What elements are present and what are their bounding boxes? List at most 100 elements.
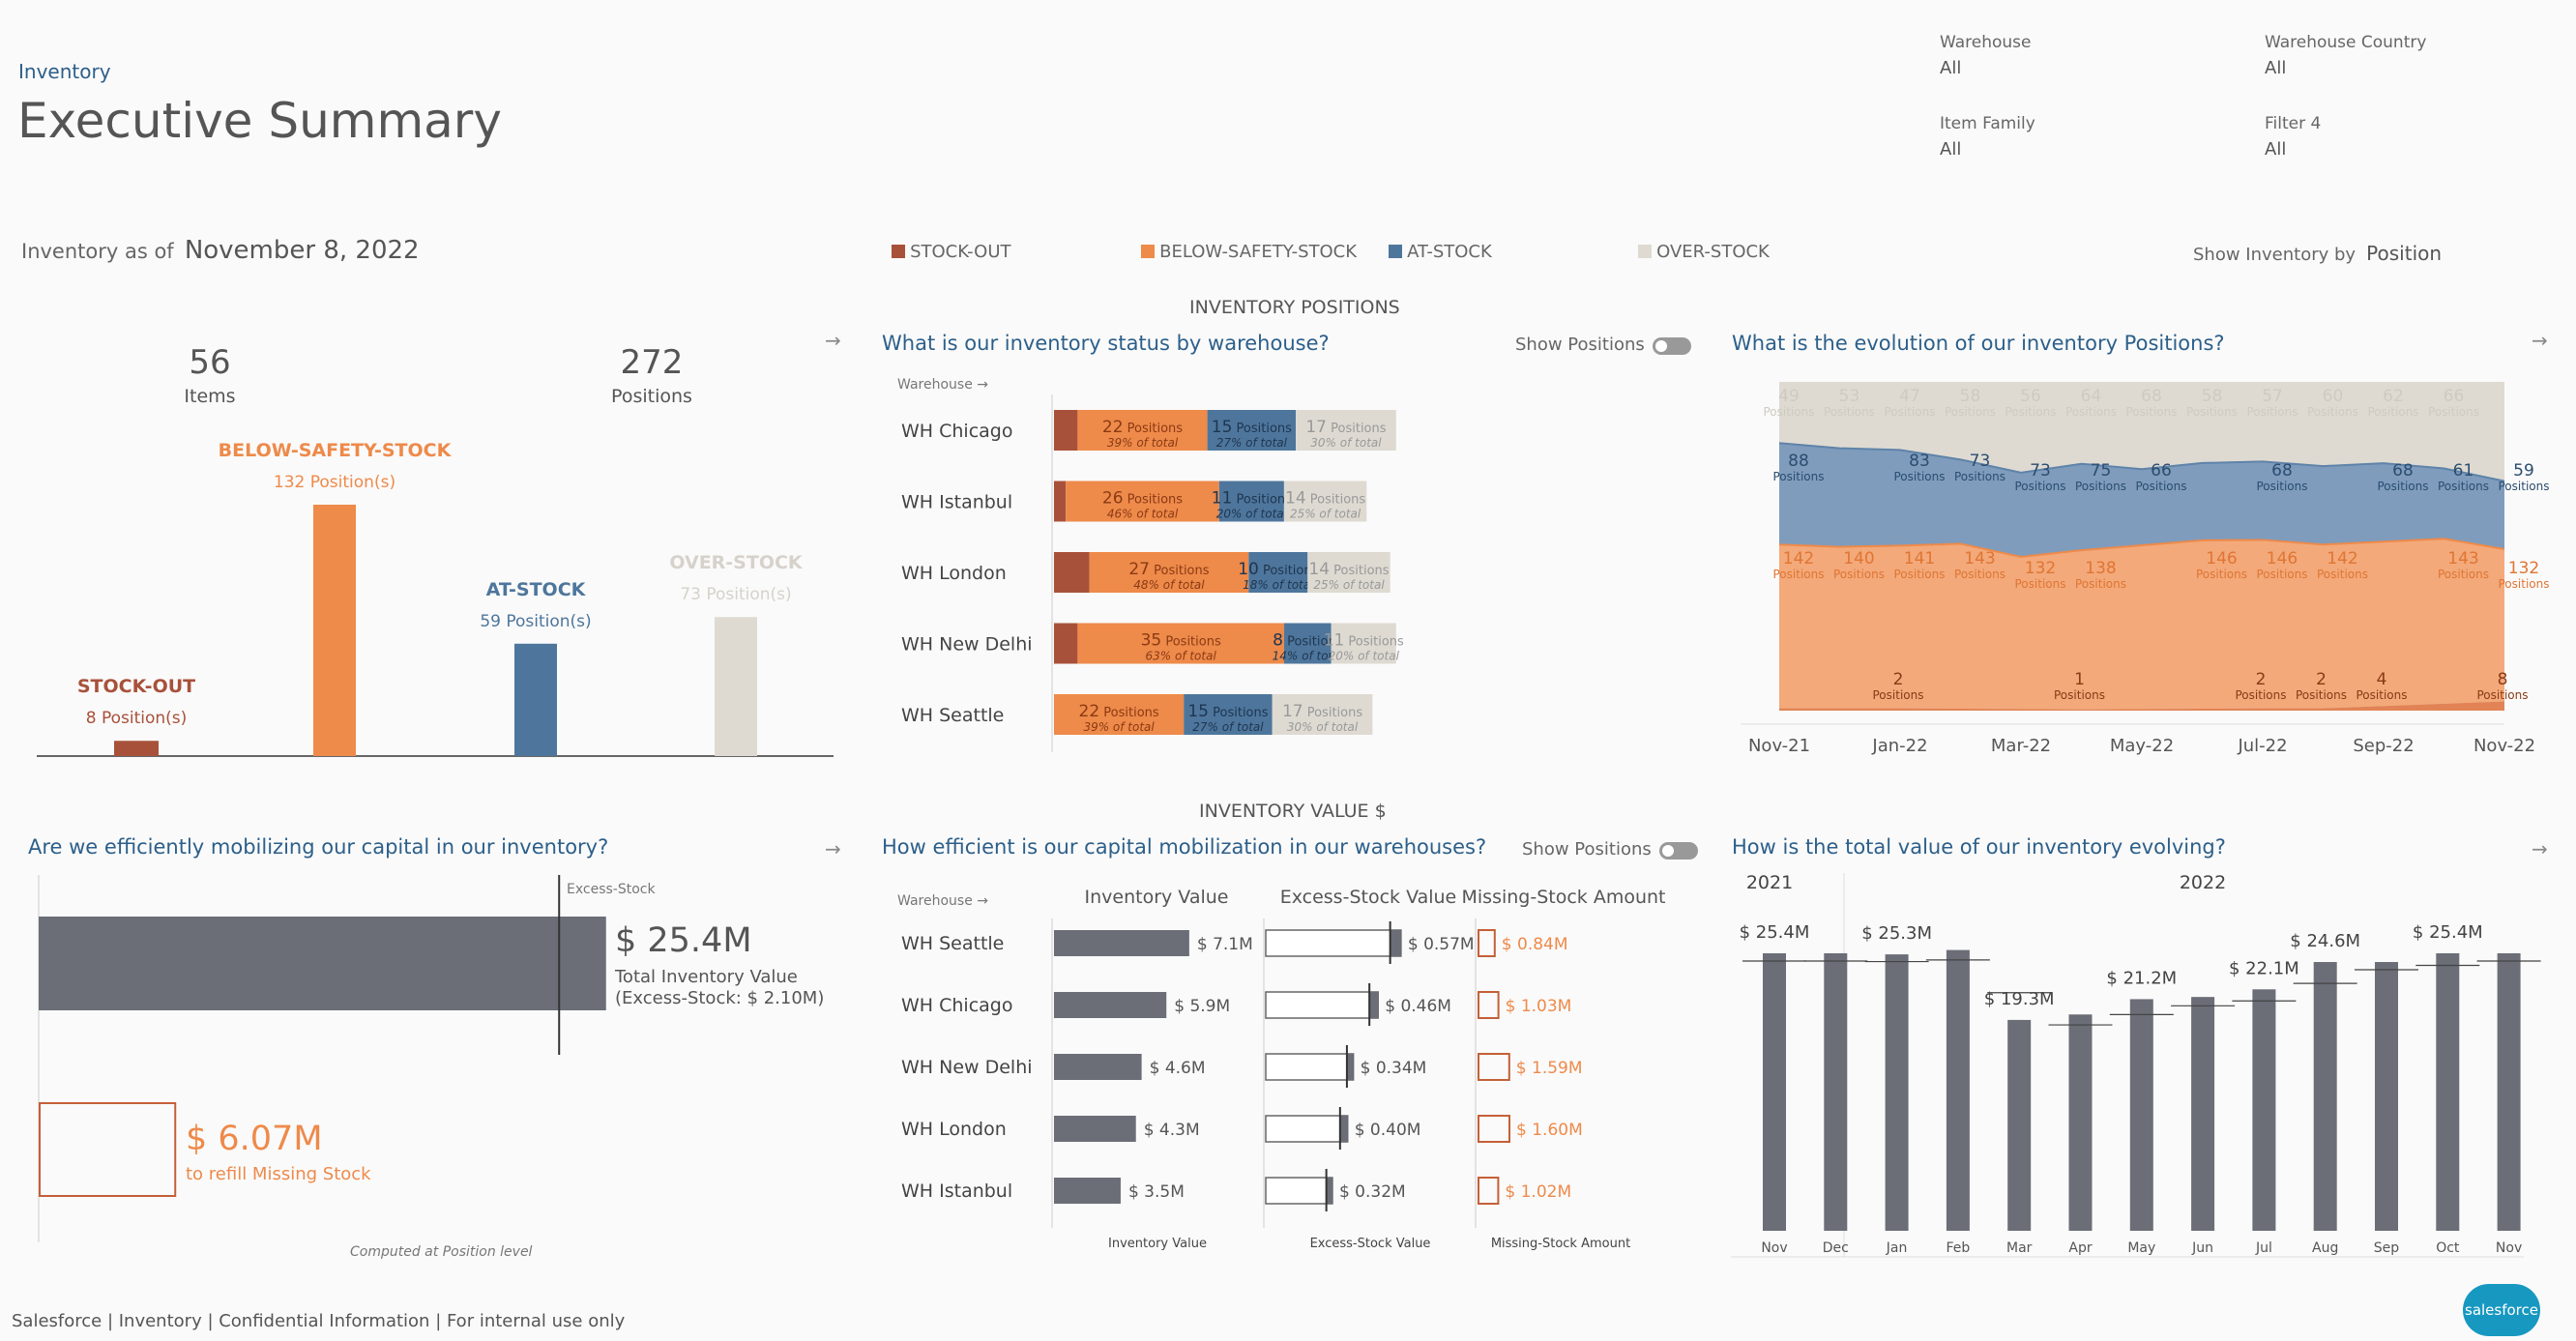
below-stock-label-value: 140 (1843, 549, 1874, 568)
kpi-items-label: Items (184, 386, 236, 407)
stock-out-label-value: 8 (2498, 670, 2508, 689)
legend-item-at-stock[interactable]: AT-STOCK (1389, 242, 1492, 262)
missing-stock-label: $ 1.60M (1516, 1121, 1583, 1140)
over-stock-label-value: 49 (1778, 387, 1800, 406)
legend-item-below-safety-stock[interactable]: BELOW-SAFETY-STOCK (1141, 242, 1357, 262)
segment-value: 15 Positions (1187, 702, 1268, 721)
warehouse-label: WH Seattle (901, 933, 1004, 954)
evolution-title: What is the evolution of our inventory P… (1732, 332, 2225, 355)
below-stock-label-value: 146 (2267, 549, 2298, 568)
legend-item-over-stock[interactable]: OVER-STOCK (1638, 242, 1770, 262)
filter-value[interactable]: All (2265, 58, 2287, 78)
segment-pct: 14% of total (1273, 650, 1344, 663)
excess-stock-fill (1390, 930, 1401, 956)
month-label: Nov (1761, 1240, 1787, 1256)
status-segment (1283, 481, 1367, 522)
segment-value: 17 Positions (1282, 702, 1362, 721)
below-stock-label-value: 132 (2508, 559, 2539, 578)
excess-stock-fill (1339, 1116, 1348, 1142)
filter-value[interactable]: All (1940, 139, 1962, 160)
at-stock-label-value: 61 (2453, 461, 2474, 481)
toggle-switch[interactable] (1652, 336, 1691, 355)
excess-stock-text: (Excess-Stock: $ 2.10M) (615, 988, 825, 1008)
filter-value[interactable]: All (2265, 139, 2287, 160)
status-segment (1066, 481, 1219, 522)
legend-label: BELOW-SAFETY-STOCK (1159, 242, 1358, 262)
inventory-value-label: $ 3.5M (1128, 1182, 1185, 1202)
filter-warehouse-country[interactable]: Warehouse Country All (2265, 33, 2426, 78)
capital-chart (38, 875, 606, 1242)
at-stock-label-word: Positions (2438, 480, 2489, 493)
below-stock-label-value: 132 (2025, 559, 2056, 578)
legend-item-stock-out[interactable]: STOCK-OUT (892, 242, 1011, 262)
below-stock-label-value: 143 (2447, 549, 2478, 568)
below-stock-label-word: Positions (2317, 568, 2368, 581)
expand-arrow-icon[interactable]: → (825, 329, 841, 352)
legend-label: STOCK-OUT (910, 242, 1011, 262)
show-inventory-by-value[interactable]: Position (2366, 242, 2443, 265)
value-label: $ 25.3M (1861, 923, 1932, 944)
filter-item-family[interactable]: Item Family All (1940, 114, 2035, 160)
value-label: $ 24.6M (2290, 931, 2360, 951)
show-positions-toggle[interactable]: Show Positions (1515, 335, 1691, 355)
filter-value[interactable]: All (1940, 58, 1962, 78)
at-stock-label-word: Positions (1773, 470, 1825, 483)
warehouse-label: WH New Delhi (901, 1057, 1033, 1078)
at-stock-label-word: Positions (2499, 480, 2550, 493)
segment-value: 26 Positions (1102, 489, 1183, 509)
at-stock-label-word: Positions (1954, 470, 2005, 483)
excess-stock-bar (1265, 1177, 1333, 1205)
filter-4[interactable]: Filter 4 All (2265, 114, 2321, 160)
filter-label: Warehouse (1940, 33, 2032, 52)
value-label: $ 25.4M (2413, 922, 2483, 943)
below-safety-stock-area (1779, 539, 2504, 710)
stock-out-label-word: Positions (1873, 688, 1924, 702)
over-stock-label-value: 56 (2020, 387, 2041, 406)
below-stock-label-value: 138 (2085, 559, 2116, 578)
show-inventory-by[interactable]: Show Inventory by Position (2193, 242, 2442, 265)
value-bar (1763, 952, 1786, 1231)
month-label: Jan (1886, 1240, 1908, 1256)
segment-pct: 30% of total (1310, 436, 1382, 450)
warehouse-axis-label: Warehouse → (897, 893, 988, 909)
breadcrumb[interactable]: Inventory (18, 60, 111, 83)
over-stock-label-value: 62 (2383, 387, 2404, 406)
total-value-label: Total Inventory Value (615, 967, 798, 987)
segment-pct: 25% of total (1313, 578, 1385, 592)
expand-arrow-icon[interactable]: → (825, 837, 841, 860)
legend-swatch (1141, 245, 1155, 258)
year-label: 2021 (1746, 872, 1793, 893)
expand-arrow-icon[interactable]: → (2532, 329, 2548, 352)
warehouse-value-title: How efficient is our capital mobilizatio… (882, 835, 1487, 859)
segment-value: 14 Positions (1285, 489, 1365, 509)
over-stock-label-word: Positions (2307, 405, 2358, 419)
warehouse-label: WH London (901, 1119, 1007, 1140)
show-positions-toggle[interactable]: Show Positions (1522, 839, 1698, 860)
status-bar (313, 505, 356, 756)
x-tick-label: Mar-22 (1991, 736, 2051, 756)
month-label: Oct (2436, 1240, 2460, 1256)
value-evolution-chart: 2021 2022 Nov $ 25.4M Dec Jan $ 25.3M Feb Mar $ 1… (1731, 872, 2541, 1258)
below-stock-label-value: 143 (1964, 549, 1995, 568)
excess-stock-fill (1346, 1054, 1354, 1080)
status-segment (1054, 481, 1067, 522)
value-bar (2313, 962, 2337, 1231)
status-segment (1331, 623, 1396, 664)
toggle-switch[interactable] (1658, 841, 1698, 860)
at-stock-label-value: 66 (2151, 461, 2172, 481)
at-stock-label-value: 75 (2091, 461, 2112, 481)
excess-stock-fill (1326, 1178, 1332, 1204)
as-of-date: November 8, 2022 (184, 236, 420, 265)
segment-pct: 20% of total (1216, 508, 1288, 521)
value-bar (2497, 952, 2521, 1231)
status-bar (514, 643, 557, 756)
segment-pct: 46% of total (1107, 508, 1179, 521)
expand-arrow-icon[interactable]: → (2532, 837, 2548, 860)
excess-stock-fill (1369, 992, 1379, 1018)
stock-out-label-value: 1 (2074, 670, 2085, 689)
status-segment (1089, 552, 1249, 593)
filter-warehouse[interactable]: Warehouse All (1940, 33, 2031, 78)
value-bar (1824, 952, 1848, 1231)
segment-pct: 30% of total (1287, 720, 1359, 734)
